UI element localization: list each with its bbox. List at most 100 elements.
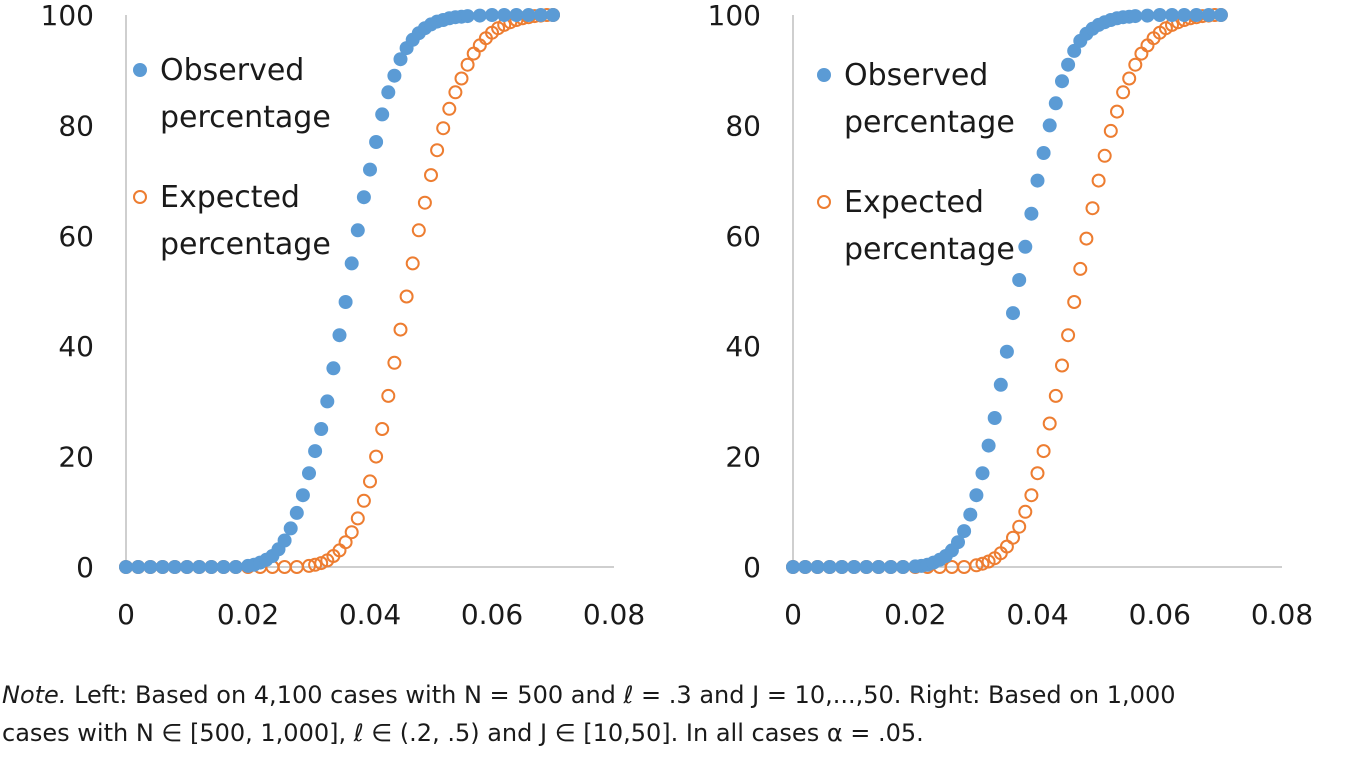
figure-note: Note. Left: Based on 4,100 cases with N … <box>2 676 1364 752</box>
data-point <box>1134 46 1149 61</box>
y-tick-label: 60 <box>725 220 761 253</box>
data-point <box>1036 146 1051 160</box>
legend-marker-observed <box>133 63 147 77</box>
data-point <box>143 560 158 574</box>
legend-marker-observed <box>817 68 831 82</box>
data-point <box>969 558 984 573</box>
x-tick-label: 0.04 <box>339 598 401 631</box>
legend-label-observed: percentage <box>844 105 1015 140</box>
series-expected <box>786 8 1228 574</box>
data-point <box>155 560 170 574</box>
data-point <box>1024 206 1039 221</box>
data-point <box>442 101 457 116</box>
data-point <box>1091 173 1106 188</box>
data-point <box>1061 328 1076 343</box>
data-point <box>393 52 408 67</box>
x-tick-label: 0.06 <box>461 598 523 631</box>
data-point <box>1030 466 1045 481</box>
data-point <box>363 162 377 177</box>
note-line-1-text: Left: Based on 4,100 cases with N = 500 … <box>74 681 1176 709</box>
data-point <box>969 488 984 503</box>
data-point <box>1116 85 1131 100</box>
data-point <box>326 361 341 376</box>
data-point <box>167 560 182 574</box>
data-point <box>1165 8 1179 22</box>
data-point <box>411 223 426 238</box>
data-point <box>277 533 292 548</box>
note-line-1: Note. Left: Based on 4,100 cases with N … <box>2 676 1364 714</box>
data-point <box>1189 8 1204 22</box>
data-point <box>289 505 304 520</box>
data-point <box>1048 388 1063 403</box>
data-point <box>344 525 359 540</box>
data-point <box>1012 273 1027 287</box>
data-point <box>1110 104 1124 119</box>
series-observed <box>119 8 560 574</box>
data-point <box>381 388 396 403</box>
charts-container: 0 20 40 60 80 100 0 0.02 0.04 0.06 0.08 Observed per… <box>41 0 1314 631</box>
y-tick-label: 20 <box>725 441 761 474</box>
data-point <box>424 168 438 183</box>
legend-label-observed: Observed <box>160 53 304 88</box>
chart-panel-left: 0 20 40 60 80 100 0 0.02 0.04 0.06 0.08 Observed per… <box>41 0 646 631</box>
data-point <box>1097 148 1112 163</box>
data-point <box>308 557 323 572</box>
data-point <box>810 560 825 574</box>
data-point <box>454 71 469 86</box>
data-point <box>356 493 371 508</box>
data-point <box>180 560 194 574</box>
x-tick-label: 0.08 <box>1251 598 1313 631</box>
data-point <box>369 135 384 149</box>
x-tick-label: 0.02 <box>884 598 946 631</box>
legend-label-expected: Expected <box>844 185 984 220</box>
y-tick-label: 60 <box>58 220 94 253</box>
data-point <box>375 422 390 436</box>
data-point <box>1055 74 1069 89</box>
data-point <box>363 474 377 489</box>
data-point <box>871 560 886 574</box>
y-tick-label: 0 <box>743 551 761 584</box>
data-point <box>546 8 560 22</box>
data-point <box>448 85 463 100</box>
data-point <box>521 8 536 22</box>
data-point <box>1048 96 1063 111</box>
data-point <box>1128 57 1143 72</box>
legend: Observed percentage Expected percentage <box>133 53 331 262</box>
data-point <box>1030 173 1045 188</box>
data-point <box>786 560 800 574</box>
data-point <box>405 256 420 271</box>
data-point <box>993 377 1008 392</box>
data-point <box>192 560 207 574</box>
data-point <box>1042 416 1057 431</box>
legend-label-expected: Expected <box>160 180 300 215</box>
data-point <box>381 85 396 100</box>
data-point <box>1152 8 1167 22</box>
data-point <box>1006 530 1020 545</box>
chart-panel-right: 0 20 40 60 80 100 0 0.02 0.04 0.06 0.08 Observed per… <box>708 0 1314 631</box>
data-point <box>798 560 813 574</box>
data-point <box>1018 239 1033 254</box>
data-point <box>344 256 359 271</box>
data-point <box>981 438 996 453</box>
data-point <box>302 466 316 481</box>
data-point <box>1122 71 1137 86</box>
data-point <box>369 449 384 464</box>
data-point <box>896 560 910 574</box>
data-point <box>859 560 874 574</box>
data-point <box>822 560 837 574</box>
data-point <box>387 68 402 83</box>
data-point <box>436 121 451 136</box>
data-point <box>393 322 408 337</box>
data-point <box>460 57 475 72</box>
note-label: Note. <box>2 681 67 709</box>
data-point <box>951 535 965 550</box>
y-tick-label: 80 <box>725 109 761 142</box>
data-point <box>1012 519 1027 534</box>
data-point <box>216 560 231 574</box>
y-tick-label: 0 <box>76 551 94 584</box>
legend-marker-expected <box>133 190 147 204</box>
data-point <box>975 556 990 571</box>
data-point <box>204 560 219 574</box>
data-point <box>485 8 499 22</box>
data-point <box>1140 8 1155 23</box>
